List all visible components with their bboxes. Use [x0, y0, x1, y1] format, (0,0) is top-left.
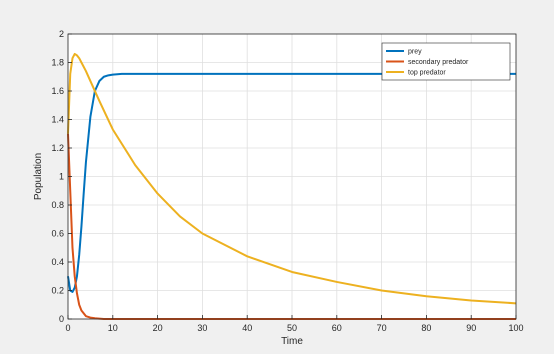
axis-ticks: 0 10 20 30 40 50 60 70 80 90 100 0 0.2 0.4 0.6 0.8 1 1.2 1… — [51, 29, 523, 333]
y-tick-label: 1.6 — [51, 86, 64, 96]
series-line-top-predator — [67, 52, 517, 305]
y-tick-label: 0.8 — [51, 200, 64, 210]
x-tick-label: 30 — [197, 323, 207, 333]
y-axis-label: Population — [33, 153, 44, 200]
grid-lines — [68, 34, 516, 319]
y-tick-label: 1 — [59, 172, 64, 182]
x-tick-label: 0 — [65, 323, 70, 333]
x-tick-label: 40 — [242, 323, 252, 333]
y-tick-label: 0.2 — [51, 286, 64, 296]
x-tick-label: 90 — [466, 323, 476, 333]
x-tick-label: 10 — [108, 323, 118, 333]
y-tick-label: 1.4 — [51, 115, 64, 125]
y-tick-label: 2 — [59, 29, 64, 39]
y-tick-label: 0 — [59, 314, 64, 324]
legend: prey secondary predator top predator — [381, 42, 511, 81]
x-tick-label: 50 — [287, 323, 297, 333]
legend-entry: top predator — [408, 70, 446, 77]
x-tick-label: 20 — [153, 323, 163, 333]
x-tick-label: 80 — [421, 323, 431, 333]
series-line-prey — [67, 72, 516, 293]
y-tick-label: 0.6 — [51, 229, 64, 239]
x-axis-label: Time — [281, 336, 303, 347]
legend-entry: secondary predator — [408, 59, 469, 66]
legend-entry: prey — [408, 49, 422, 56]
y-tick-label: 1.2 — [51, 143, 64, 153]
y-tick-label: 0.4 — [51, 257, 64, 267]
x-tick-label: 100 — [508, 323, 523, 333]
y-tick-label: 1.8 — [51, 58, 64, 68]
x-tick-label: 60 — [332, 323, 342, 333]
x-tick-label: 70 — [377, 323, 387, 333]
